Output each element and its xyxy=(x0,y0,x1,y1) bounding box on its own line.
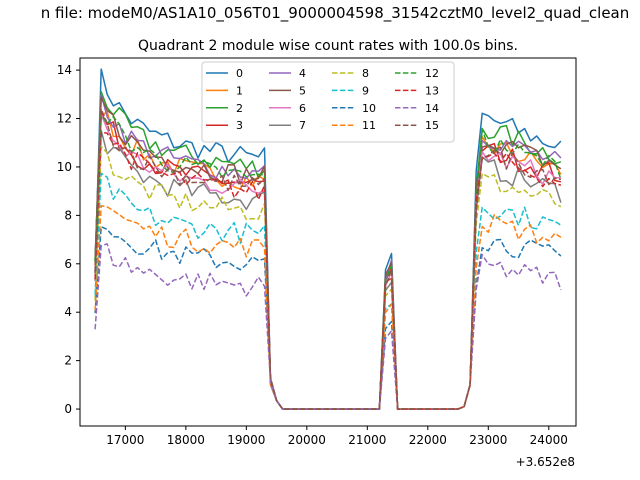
legend-box xyxy=(201,61,455,143)
y-tick-label: 6 xyxy=(64,257,72,271)
x-tick-label: 24000 xyxy=(530,433,568,447)
plot-area xyxy=(94,68,562,410)
x-tick-label: 22000 xyxy=(409,433,447,447)
y-axis: 0 2 4 6 8 10 12 14 xyxy=(57,63,80,416)
legend-label-11: 11 xyxy=(362,119,376,132)
series-line-14 xyxy=(94,243,562,410)
legend-label-5: 5 xyxy=(299,84,306,97)
x-tick-label: 19000 xyxy=(227,433,265,447)
y-tick-label: 14 xyxy=(57,63,72,77)
y-tick-label: 10 xyxy=(57,160,72,174)
series-line-1 xyxy=(94,110,562,410)
figure-suptitle: n file: modeM0/AS1A10_056T01_9000004598_… xyxy=(41,4,630,23)
legend-label-15: 15 xyxy=(425,119,439,132)
y-tick-label: 8 xyxy=(64,208,72,222)
legend-label-4: 4 xyxy=(299,67,306,80)
x-tick-label: 18000 xyxy=(167,433,205,447)
series-line-15 xyxy=(94,108,562,410)
series-line-3 xyxy=(94,111,562,410)
legend-label-8: 8 xyxy=(362,67,369,80)
series-line-8 xyxy=(94,145,562,410)
legend-label-0: 0 xyxy=(236,67,243,80)
x-offset-label: +3.652e8 xyxy=(516,455,575,469)
x-tick-label: 20000 xyxy=(288,433,326,447)
series-line-7 xyxy=(94,129,562,410)
chart-title: Quadrant 2 module wise count rates with … xyxy=(138,38,518,54)
legend-label-2: 2 xyxy=(236,102,243,115)
legend-label-12: 12 xyxy=(425,67,439,80)
x-tick-label: 17000 xyxy=(106,433,144,447)
y-tick-label: 2 xyxy=(64,354,72,368)
y-tick-label: 4 xyxy=(64,305,72,319)
y-tick-label: 12 xyxy=(57,112,72,126)
legend-label-10: 10 xyxy=(362,102,376,115)
series-line-11 xyxy=(94,205,562,410)
y-tick-label: 0 xyxy=(64,402,72,416)
legend-label-14: 14 xyxy=(425,102,439,115)
series-line-13 xyxy=(94,131,562,410)
series-line-10 xyxy=(94,225,562,410)
legend-label-6: 6 xyxy=(299,102,306,115)
legend-label-3: 3 xyxy=(236,119,243,132)
legend-label-9: 9 xyxy=(362,84,369,97)
legend-label-7: 7 xyxy=(299,119,306,132)
x-tick-label: 21000 xyxy=(348,433,386,447)
series-line-6 xyxy=(94,113,561,410)
series-line-9 xyxy=(94,172,562,410)
legend-label-13: 13 xyxy=(425,84,439,97)
axes-frame xyxy=(79,57,577,427)
x-tick-label: 23000 xyxy=(469,433,507,447)
legend-label-1: 1 xyxy=(236,84,243,97)
x-axis: 17000 18000 19000 20000 21000 22000 23000 24000 xyxy=(106,426,568,447)
